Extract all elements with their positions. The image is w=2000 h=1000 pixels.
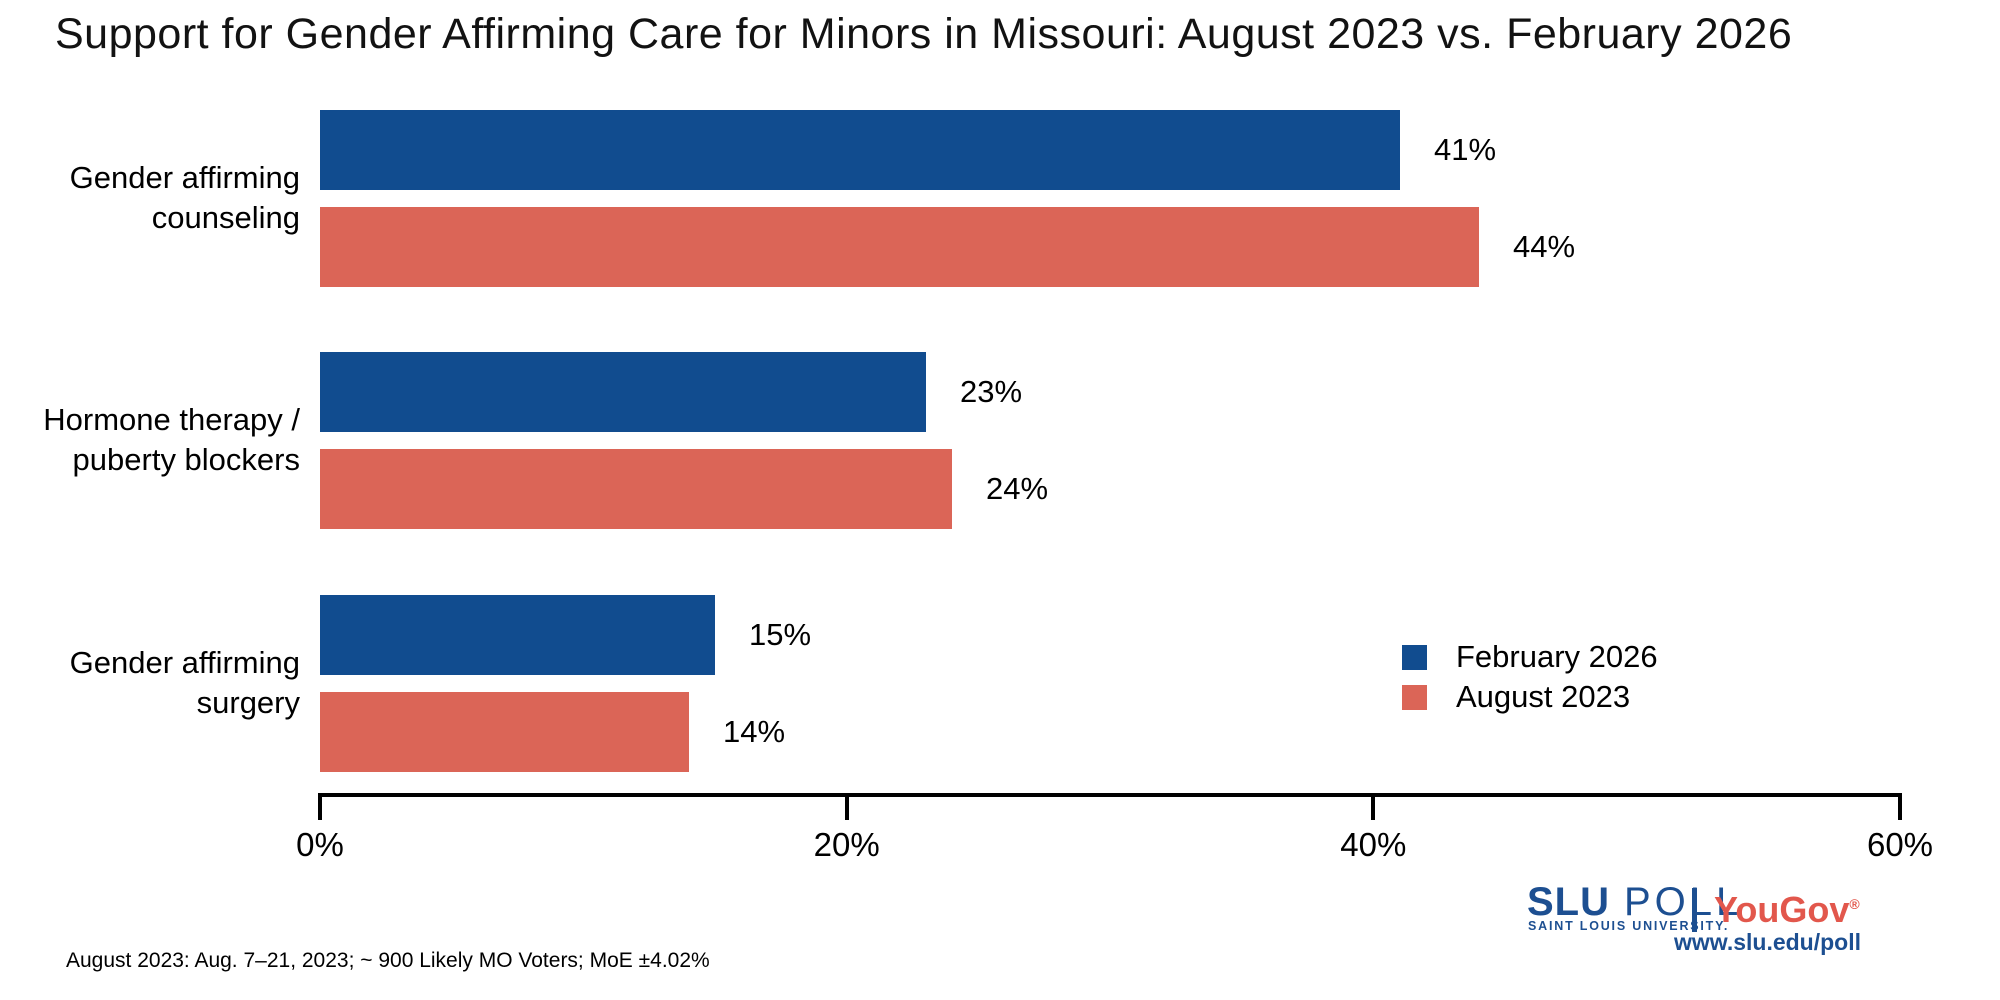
poll-logo-text: POLL [1624,880,1743,924]
legend-item: August 2023 [1402,677,1658,717]
value-label: 44% [1513,229,1576,264]
yougov-logo-text: YouGov [1714,889,1850,930]
footnotes: August 2023: Aug. 7–21, 2023; ~ 900 Like… [66,898,1112,1000]
slu-poll-logo: SLU POLL [1527,882,1742,922]
bar-august-2023-1 [320,207,1479,287]
value-label: 24% [986,471,1049,506]
slu-tagline: SAINT LOUIS UNIVERSITY. [1528,919,1730,933]
x-tick-label: 40% [1340,826,1407,863]
legend: February 2026 August 2023 [1402,637,1658,717]
value-label: 14% [723,714,786,749]
x-tick-label: 20% [813,826,880,863]
category-label: Gender affirming surgery [69,644,300,720]
x-axis-tick [1898,793,1902,820]
legend-label: August 2023 [1456,679,1631,714]
bar-february-2026-3 [320,595,715,675]
poll-url: www.slu.edu/poll [1674,929,1861,955]
slu-logo-text: SLU [1527,880,1610,924]
chart-title: Support for Gender Affirming Care for Mi… [55,10,1793,58]
category-label: Gender affirming counseling [69,159,300,235]
registered-mark-icon: ® [1849,896,1860,912]
value-label: 15% [749,617,812,652]
category-label: Hormone therapy / puberty blockers [43,401,300,477]
legend-item: February 2026 [1402,637,1658,677]
value-label: 41% [1434,132,1497,167]
yougov-logo: YouGov® [1714,886,1860,928]
bar-august-2023-3 [320,692,689,772]
legend-swatch [1402,644,1427,670]
x-axis-tick [1371,793,1376,820]
legend-swatch [1402,684,1427,710]
legend-label: February 2026 [1456,639,1658,674]
value-label: 23% [960,374,1023,409]
x-tick-label: 60% [1866,826,1934,863]
footnote-august-2023: August 2023: Aug. 7–21, 2023; ~ 900 Like… [66,949,710,972]
bar-february-2026-1 [320,110,1400,190]
x-axis-line [318,793,1902,797]
x-axis-tick [844,793,849,820]
bar-february-2026-2 [320,352,926,432]
x-axis-tick [318,793,322,820]
bar-august-2023-2 [320,449,952,529]
x-tick-label: 0% [296,826,344,863]
logo-separator-bar [1692,888,1697,932]
